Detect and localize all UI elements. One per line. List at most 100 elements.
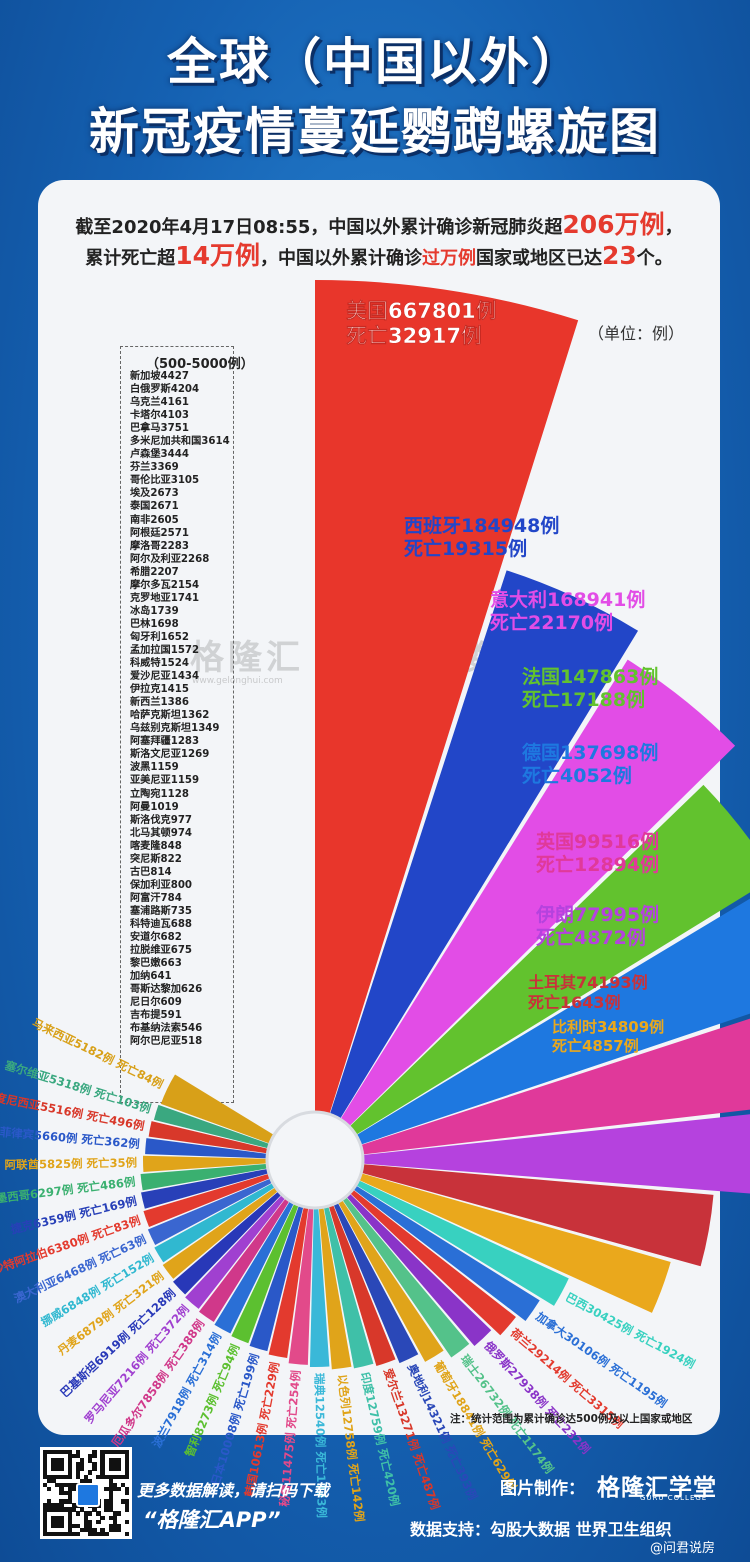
qr-module [112, 1519, 117, 1524]
qr-module [124, 1499, 130, 1504]
qr-module [104, 1450, 109, 1455]
label-法国-confirmed: 法国147863例 [522, 665, 658, 688]
qr-module [108, 1490, 113, 1496]
qr-module [124, 1519, 130, 1524]
qr-module [67, 1470, 72, 1475]
qr-module [100, 1454, 105, 1459]
sector-比利时 [358, 1173, 671, 1313]
label-法国-deaths: 死亡17188例 [522, 688, 645, 711]
qr-module [124, 1486, 130, 1492]
qr-module [59, 1486, 64, 1492]
page-title-line1: 全球（中国以外） [167, 33, 583, 91]
label-以色列: 以色列12758例 死亡142例 [335, 1373, 367, 1522]
qr-module [83, 1515, 89, 1520]
small-country-item: 阿塞拜疆1283 [130, 736, 200, 748]
qr-module [112, 1462, 117, 1467]
qr-module [43, 1454, 48, 1459]
small-countries-list: 新加坡4427 白俄罗斯4204 乌克兰4161 卡塔尔4103 巴拿马3751 多米尼加… [130, 370, 240, 1048]
sector-波兰 [214, 1200, 294, 1334]
qr-module [124, 1454, 130, 1459]
qr-module [108, 1458, 113, 1463]
small-country-item: 科威特1524 [130, 658, 189, 670]
label-比利时-deaths: 死亡4857例 [552, 1037, 639, 1055]
small-country-item: 阿尔及利亚2268 [130, 553, 210, 565]
sector-英国 [360, 1018, 750, 1155]
qr-module [83, 1474, 89, 1479]
small-country-item: 多米尼加共和国3614 [130, 436, 230, 448]
qr-module [100, 1462, 105, 1467]
label-比利时-confirmed: 比利时34809例 [552, 1018, 664, 1036]
small-country-item: 布基纳法索546 [130, 1023, 203, 1035]
footer-wechat-tag: @问君说房 [650, 1541, 716, 1556]
qr-module [51, 1466, 56, 1471]
small-country-item: 喀麦隆848 [130, 840, 182, 852]
small-country-item: 克罗地亚1741 [130, 592, 200, 604]
headline-text: 截至2020年4月17日08:55，中国以外累计确诊新冠肺炎超 [75, 217, 563, 238]
qr-module [59, 1499, 64, 1504]
qr-module [67, 1511, 72, 1516]
small-country-item: 保加利亚800 [130, 879, 193, 891]
label-意大利-confirmed: 意大利168941例 [490, 588, 645, 611]
qr-module [43, 1511, 48, 1516]
qr-module [51, 1531, 56, 1537]
qr-module [100, 1531, 105, 1537]
qr-module [63, 1450, 68, 1455]
sector-巴西 [355, 1180, 569, 1306]
qr-module [43, 1482, 48, 1488]
qr-module [47, 1507, 52, 1512]
label-伊朗-confirmed: 伊朗77995例 [535, 903, 659, 926]
qr-module [59, 1466, 64, 1471]
qr-module [71, 1486, 77, 1492]
label-瑞典: 瑞典12540例 死亡1333例 [312, 1373, 329, 1518]
qr-module [108, 1466, 113, 1471]
qr-module [43, 1523, 48, 1529]
qr-module [55, 1531, 60, 1537]
qr-module [79, 1478, 85, 1484]
qr-module [92, 1450, 97, 1455]
small-country-item: 匈牙利1652 [130, 631, 189, 643]
small-country-item: 新加坡4427 [130, 371, 189, 382]
qr-module [79, 1462, 85, 1467]
qr-module [100, 1515, 105, 1520]
headline-text: 累计死亡超 [85, 248, 176, 269]
qr-module [116, 1486, 122, 1492]
footer-scan-text: 更多数据解读，请扫码下载 [137, 1481, 330, 1500]
qr-module [116, 1450, 122, 1455]
qr-module [116, 1523, 122, 1529]
qr-module [43, 1515, 48, 1520]
small-country-item: 卢森堡3444 [130, 449, 189, 461]
qr-module [112, 1450, 117, 1455]
headline-text: 国家或地区已达 [476, 248, 602, 269]
sector-厄瓜多尔 [198, 1198, 290, 1322]
qr-module [55, 1519, 60, 1524]
sector-阿联酋 [143, 1155, 268, 1172]
qr-module [47, 1503, 52, 1508]
qr-module [59, 1462, 64, 1467]
qr-module [75, 1531, 81, 1537]
qr-module [43, 1531, 48, 1537]
qr-module [71, 1507, 77, 1512]
qr-module [96, 1531, 101, 1537]
sector-伊朗 [362, 1114, 750, 1194]
qr-module [59, 1482, 64, 1488]
label-菲律宾: 菲律宾5660例 死亡362例 [0, 1125, 140, 1151]
qr-module [92, 1527, 97, 1533]
qr-code[interactable] [40, 1447, 132, 1539]
sector-塞尔维亚 [153, 1104, 270, 1149]
qr-module [112, 1511, 117, 1516]
qr-module [43, 1466, 48, 1471]
qr-module [67, 1523, 72, 1529]
qr-module [124, 1470, 130, 1475]
qr-module [104, 1486, 109, 1492]
qr-module [116, 1466, 122, 1471]
small-country-item: 波黑1159 [130, 762, 179, 774]
qr-module [88, 1511, 93, 1516]
qr-module [51, 1503, 56, 1508]
footer-made-by: 图片制作： [500, 1479, 585, 1499]
qr-module [67, 1462, 72, 1467]
small-country-item: 埃及2673 [130, 488, 179, 500]
qr-module [83, 1519, 89, 1524]
footer-brand: 格隆汇学堂 [597, 1475, 717, 1501]
sector-菲律宾 [145, 1138, 268, 1159]
qr-module [104, 1507, 109, 1512]
